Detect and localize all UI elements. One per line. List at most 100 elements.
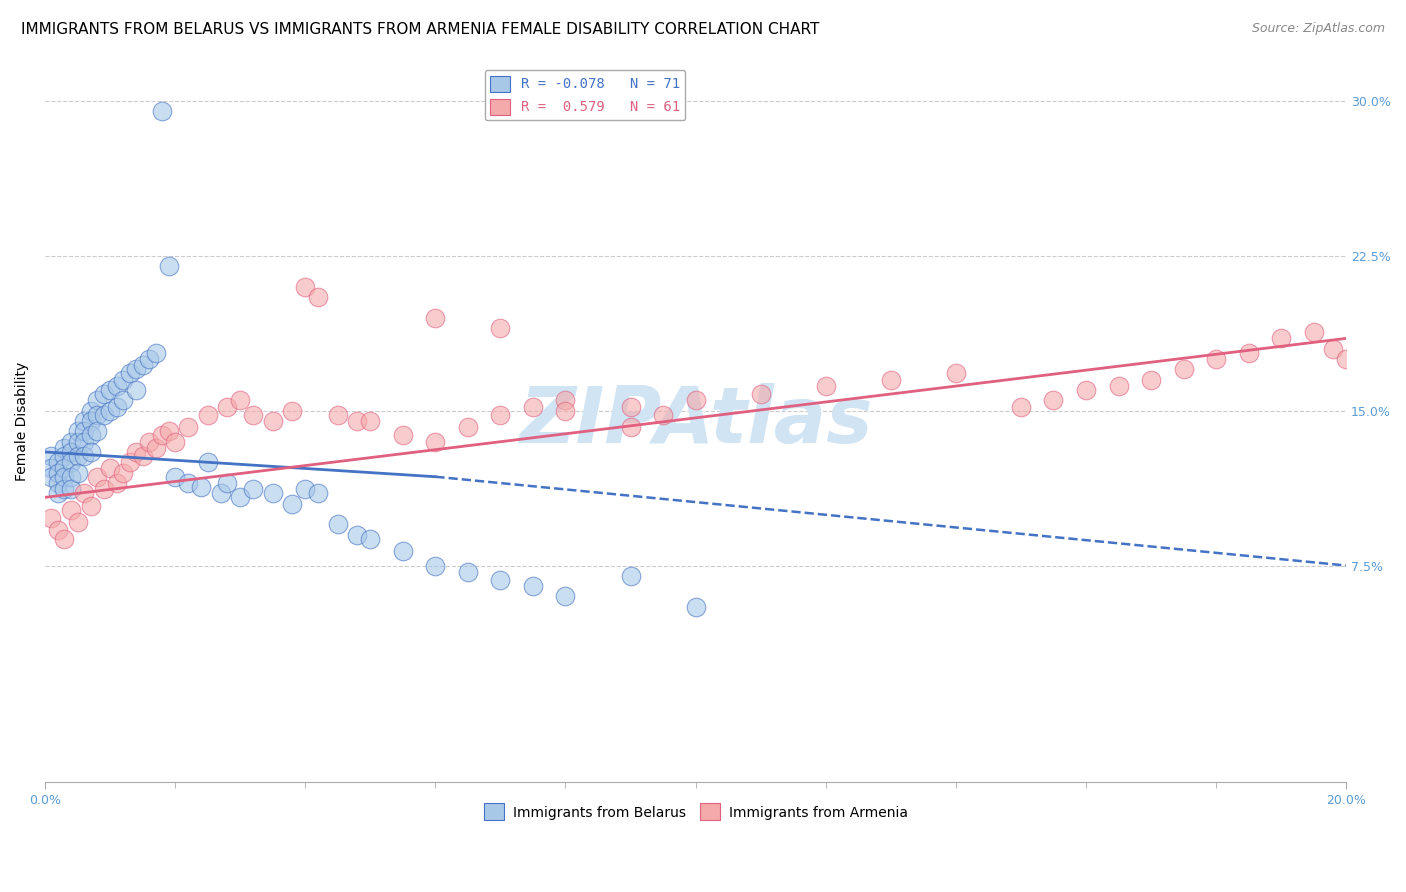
Point (685, 599, 707, 614)
Point (242, 482, 264, 496)
Point (118, 455, 141, 469)
Point (73, 414, 96, 428)
Point (262, 486, 284, 500)
Point (554, 403, 576, 417)
Point (41, 449, 63, 463)
Point (53, 461, 76, 475)
Point (53, 441, 76, 455)
Point (326, 408, 349, 422)
Text: Source: ZipAtlas.com: Source: ZipAtlas.com (1251, 22, 1385, 36)
Point (53, 469, 76, 483)
Text: ZIPAtlas: ZIPAtlas (519, 383, 872, 459)
Point (294, 482, 316, 496)
Point (1237, 346, 1260, 360)
Point (1270, 331, 1292, 345)
Point (125, 383, 148, 397)
Point (112, 393, 135, 408)
Point (281, 497, 304, 511)
Point (307, 486, 329, 500)
Point (66, 434, 89, 449)
Point (93, 387, 115, 401)
Point (229, 491, 252, 505)
Point (425, 310, 447, 325)
Point (814, 379, 837, 393)
Point (145, 346, 167, 360)
Point (489, 321, 512, 335)
Y-axis label: Female Disability: Female Disability (15, 361, 30, 481)
Point (73, 449, 96, 463)
Point (145, 441, 167, 455)
Point (619, 400, 641, 414)
Point (281, 403, 304, 417)
Point (79, 445, 101, 459)
Point (79, 403, 101, 417)
Point (66, 449, 89, 463)
Point (242, 408, 264, 422)
Point (46, 486, 69, 500)
Point (522, 579, 544, 593)
Point (197, 455, 219, 469)
Point (59, 502, 82, 516)
Point (131, 449, 153, 463)
Point (165, 434, 187, 449)
Point (1322, 342, 1344, 356)
Point (138, 351, 160, 366)
Point (346, 527, 368, 541)
Point (66, 466, 89, 480)
Point (125, 362, 148, 376)
Point (489, 408, 512, 422)
Point (59, 434, 82, 449)
Point (53, 482, 76, 496)
Point (425, 434, 447, 449)
Point (262, 414, 284, 428)
Point (346, 414, 368, 428)
Point (359, 414, 381, 428)
Point (1205, 351, 1227, 366)
Point (79, 414, 101, 428)
Point (105, 475, 128, 490)
Point (73, 486, 96, 500)
Point (41, 461, 63, 475)
Point (59, 455, 82, 469)
Point (177, 475, 200, 490)
Point (73, 425, 96, 439)
Point (86, 469, 108, 483)
Point (1108, 379, 1130, 393)
Point (326, 517, 349, 532)
Point (217, 475, 239, 490)
Point (307, 290, 329, 304)
Point (359, 532, 381, 546)
Point (229, 393, 252, 408)
Point (1074, 383, 1097, 397)
Point (749, 387, 772, 401)
Point (53, 532, 76, 546)
Point (554, 590, 576, 604)
Point (197, 408, 219, 422)
Point (522, 400, 544, 414)
Point (86, 425, 108, 439)
Point (93, 408, 115, 422)
Point (1010, 400, 1032, 414)
Point (425, 558, 447, 573)
Point (118, 367, 141, 381)
Point (150, 104, 173, 119)
Point (66, 515, 89, 529)
Point (1140, 373, 1163, 387)
Point (105, 379, 128, 393)
Point (46, 455, 69, 469)
Point (41, 511, 63, 525)
Point (46, 466, 69, 480)
Point (177, 420, 200, 434)
Point (489, 573, 512, 587)
Point (98, 383, 121, 397)
Point (59, 445, 82, 459)
Point (59, 469, 82, 483)
Point (1302, 325, 1324, 339)
Point (294, 279, 316, 293)
Point (46, 475, 69, 490)
Point (554, 393, 576, 408)
Point (66, 425, 89, 439)
Point (131, 358, 153, 372)
Point (112, 373, 135, 387)
Point (138, 434, 160, 449)
